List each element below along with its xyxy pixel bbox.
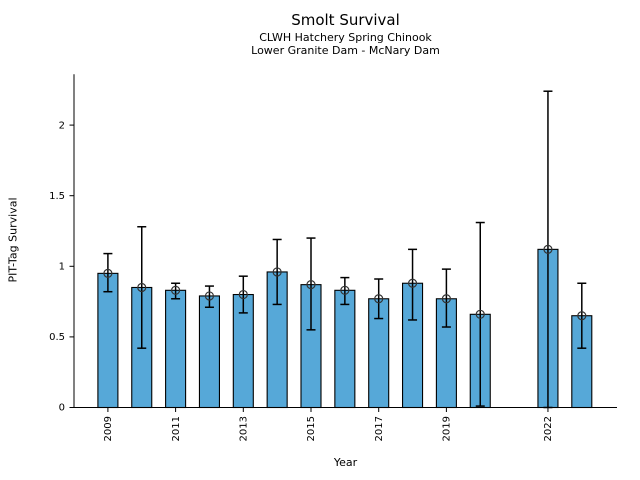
x-tick-label: 2011 <box>171 416 182 441</box>
point-marker-2015 <box>306 280 316 290</box>
point-marker-2012 <box>204 291 215 301</box>
survival-bar-2012 <box>198 295 220 409</box>
x-tick-label: 2013 <box>239 416 250 441</box>
y-tick-label: 1 <box>59 262 65 273</box>
x-tick-label: 2015 <box>306 416 317 441</box>
point-marker-2010 <box>137 282 147 293</box>
survival-bar-2016 <box>334 289 356 409</box>
y-tick-label: 2 <box>59 120 65 131</box>
survival-bar-2011 <box>165 289 187 409</box>
chart-subtitle-line1: CLWH Hatchery Spring Chinook <box>259 31 432 44</box>
point-marker-2011 <box>171 285 181 295</box>
point-marker-2022 <box>543 244 553 254</box>
point-marker-2013 <box>238 289 248 300</box>
chart-subtitle-line2: Lower Granite Dam - McNary Dam <box>251 44 440 57</box>
x-tick-label: 2019 <box>442 416 453 441</box>
x-tick-label: 2009 <box>103 416 114 441</box>
point-marker-2009 <box>103 268 113 278</box>
x-axis-label: Year <box>333 456 358 469</box>
point-marker-2017 <box>374 294 384 304</box>
y-tick-label: 0 <box>59 403 65 414</box>
point-marker-2020 <box>475 309 485 319</box>
point-marker-2019 <box>441 294 451 304</box>
chart-title: Smolt Survival <box>291 11 400 29</box>
y-tick-label: 1.5 <box>49 191 65 202</box>
point-marker-2023 <box>577 311 587 321</box>
point-marker-2016 <box>340 285 350 295</box>
x-tick-label: 2022 <box>543 416 554 441</box>
survival-bar-2009 <box>97 272 119 409</box>
y-tick-label: 0.5 <box>49 332 65 343</box>
point-marker-2014 <box>272 267 282 277</box>
x-tick-label: 2017 <box>374 416 385 441</box>
point-marker-2018 <box>407 278 418 288</box>
